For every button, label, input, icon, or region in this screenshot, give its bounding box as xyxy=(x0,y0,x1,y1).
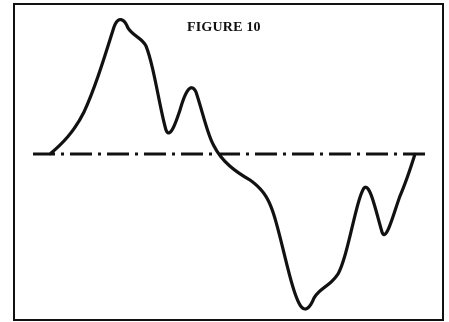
figure-border xyxy=(13,3,444,321)
figure-title: FIGURE 10 xyxy=(187,20,261,35)
waveform-curve xyxy=(48,18,417,311)
